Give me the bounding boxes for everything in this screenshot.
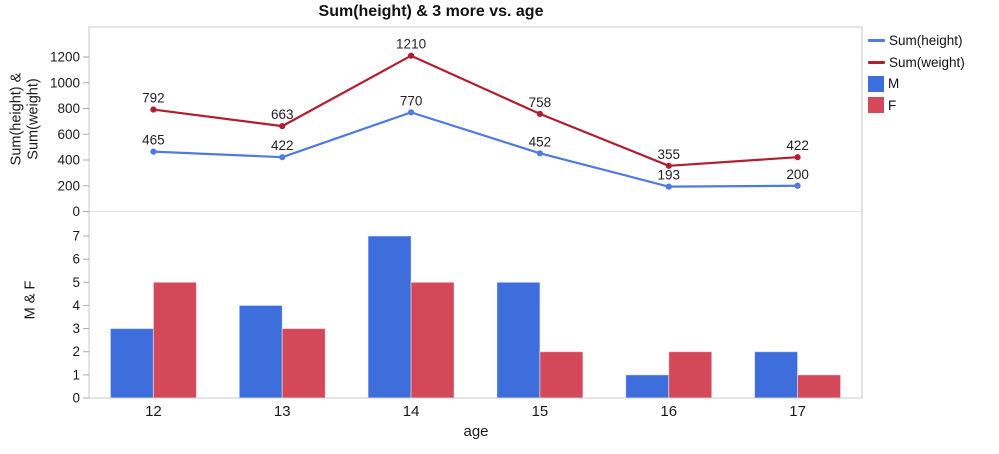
point-Sum(height)-15[interactable] [536, 150, 544, 157]
bar-M-15[interactable] [496, 281, 541, 399]
value-label-Sum(weight)-15: 758 [529, 95, 552, 110]
bar-F-16[interactable] [668, 351, 713, 399]
y-tick-label: 1000 [50, 75, 80, 90]
plot-frame [88, 26, 863, 399]
square-swatch-icon [868, 75, 884, 92]
square-swatch-icon [868, 97, 884, 114]
legend-item-male[interactable]: M [868, 73, 965, 95]
x-category-label: 17 [789, 403, 806, 420]
line-swatch-icon [868, 39, 885, 43]
x-category-label: 14 [403, 403, 420, 420]
legend-item-female[interactable]: F [868, 95, 965, 117]
y-tick-label: 1 [72, 367, 80, 382]
bar-M-16[interactable] [625, 374, 670, 399]
line-swatch-icon [868, 60, 885, 64]
y-tick-label: 7 [72, 229, 80, 244]
y-tick-label: 4 [72, 298, 80, 313]
point-Sum(weight)-17[interactable] [794, 154, 801, 161]
line-Sum(height) [153, 111, 798, 188]
value-label-Sum(weight)-17: 422 [786, 138, 809, 153]
bar-F-12[interactable] [152, 281, 197, 399]
y-tick-label: 200 [57, 178, 80, 193]
point-Sum(weight)-12[interactable] [150, 106, 157, 113]
value-label-Sum(weight)-14: 1210 [396, 37, 426, 52]
value-label-Sum(height)-16: 193 [657, 168, 680, 183]
value-label-Sum(weight)-13: 663 [271, 107, 294, 122]
point-Sum(weight)-15[interactable] [536, 110, 544, 118]
chart-title: Sum(height) & 3 more vs. age [318, 3, 544, 20]
point-Sum(height)-17[interactable] [794, 182, 801, 189]
value-label-Sum(height)-13: 422 [271, 138, 294, 153]
bar-F-17[interactable] [797, 374, 842, 399]
value-label-Sum(height)-15: 452 [529, 134, 552, 149]
bar-F-15[interactable] [539, 351, 584, 399]
y-tick-label: 400 [57, 153, 80, 168]
legend: Sum(height) Sum(weight) M F [868, 30, 965, 116]
y-tick-label: 5 [72, 275, 80, 290]
legend-label: F [888, 97, 897, 113]
value-label-Sum(height)-14: 770 [400, 93, 423, 108]
y-tick-label: 6 [72, 252, 80, 267]
bar-M-13[interactable] [238, 304, 283, 399]
point-Sum(height)-14[interactable] [407, 109, 415, 116]
bar-F-13[interactable] [281, 328, 326, 399]
point-Sum(weight)-13[interactable] [279, 123, 286, 130]
legend-label: Sum(height) [889, 33, 963, 49]
y-tick-label: 1200 [50, 50, 80, 65]
value-label-Sum(weight)-16: 355 [657, 147, 680, 162]
legend-label: Sum(weight) [889, 54, 965, 70]
legend-label: M [888, 76, 900, 92]
x-category-label: 12 [145, 403, 162, 420]
legend-item-sum-height[interactable]: Sum(height) [868, 30, 965, 52]
y-tick-label: 2 [72, 344, 80, 359]
x-category-label: 16 [660, 403, 677, 420]
y-tick-label: 3 [72, 321, 80, 336]
point-Sum(height)-16[interactable] [665, 183, 672, 190]
y-tick-label: 800 [57, 101, 80, 116]
value-label-Sum(weight)-12: 792 [142, 91, 165, 106]
y-tick-label: 0 [72, 391, 80, 406]
line-Sum(weight) [153, 54, 798, 167]
y-tick-label: 0 [72, 204, 80, 219]
bar-F-14[interactable] [410, 281, 455, 399]
point-Sum(weight)-14[interactable] [407, 52, 415, 59]
y-tick-label: 600 [57, 127, 80, 142]
bar-M-17[interactable] [754, 351, 799, 399]
point-Sum(height)-12[interactable] [150, 148, 157, 155]
value-label-Sum(height)-12: 465 [142, 133, 165, 148]
x-axis-label: age [463, 423, 489, 440]
value-label-Sum(height)-17: 200 [786, 167, 809, 182]
point-Sum(height)-13[interactable] [279, 154, 286, 161]
legend-item-sum-weight[interactable]: Sum(weight) [868, 52, 965, 74]
point-Sum(weight)-16[interactable] [665, 162, 672, 169]
bar-M-12[interactable] [109, 328, 154, 399]
x-category-label: 13 [274, 403, 291, 420]
bar-M-14[interactable] [367, 235, 412, 399]
x-category-label: 15 [532, 403, 549, 420]
